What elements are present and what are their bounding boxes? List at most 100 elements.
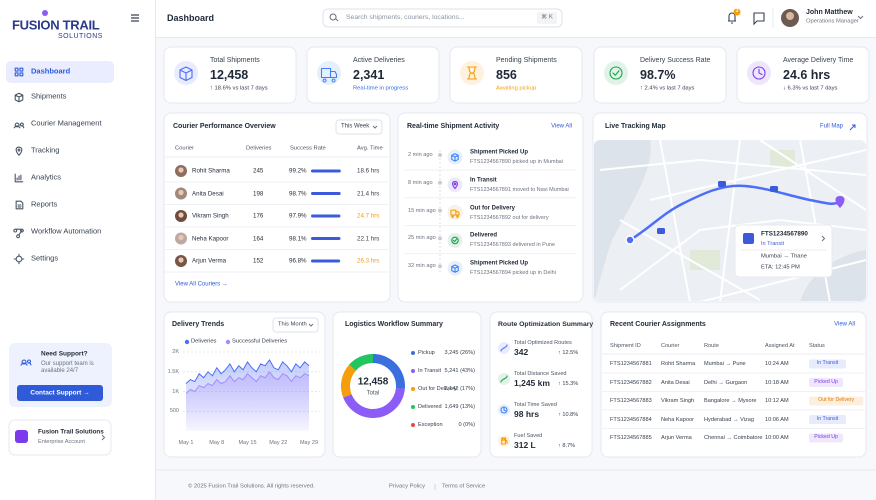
account-plan: Enterprise Account	[38, 438, 85, 445]
icon	[500, 344, 508, 352]
menu-icon[interactable]	[131, 14, 139, 22]
success-rate: 99.2%	[289, 167, 307, 175]
courier-name: Vikram Singh	[192, 212, 229, 220]
nav-item[interactable]: Courier Management	[31, 118, 102, 128]
success-bar	[311, 214, 341, 218]
user-role: Operations Manager	[806, 18, 859, 25]
activity-detail: FTS1234567893 delivered in Pune	[470, 242, 556, 249]
activity-time: 2 min ago	[408, 151, 433, 158]
nav-item[interactable]: Dashboard	[31, 66, 71, 76]
legend-dot	[411, 423, 415, 427]
donut-segment	[343, 388, 405, 418]
link[interactable]: Full Map	[819, 123, 843, 130]
activity-time: 25 min ago	[408, 235, 436, 242]
value-label: 0 (0%)	[458, 421, 475, 428]
kpi-card	[736, 46, 870, 104]
search-box[interactable]	[322, 8, 563, 28]
nav-item[interactable]: Shipments	[31, 91, 67, 101]
cell: Chennai → Coimbatore	[704, 434, 763, 441]
value-label: 5,241 (43%)	[444, 367, 475, 374]
map	[594, 140, 866, 301]
footer-link[interactable]: Terms of Service	[442, 483, 486, 490]
nav-item[interactable]: Tracking	[31, 145, 60, 155]
nav-item[interactable]: Settings	[31, 253, 59, 263]
badge	[733, 8, 741, 16]
courier-name: Anita Desai	[192, 189, 224, 197]
nav-item[interactable]: Reports	[31, 199, 58, 209]
shortcut-box	[537, 12, 557, 24]
bell-icon[interactable]	[728, 12, 736, 24]
account-box[interactable]	[8, 419, 112, 456]
notification-count: 3	[735, 8, 739, 15]
link[interactable]: View All	[834, 321, 855, 328]
courier-name: Rohit Sharma	[192, 167, 230, 175]
success-bar	[311, 169, 341, 173]
dropdown-label: This Month	[278, 321, 307, 328]
kpi-value: 98.7%	[640, 67, 676, 82]
cell: Mumbai → Pune	[704, 360, 746, 367]
success-rate: 96.8%	[289, 257, 307, 265]
cell: FTS1234567884	[610, 416, 652, 423]
column-header: Route	[704, 342, 719, 349]
deliveries: 198	[253, 189, 264, 197]
activity-detail: FTS1234567894 picked up in Delhi	[470, 270, 556, 277]
activity-detail: FTS1234567890 picked up in Mumbai	[470, 158, 563, 165]
account-name: Fusion Trail Solutions	[38, 428, 104, 436]
workflow-card	[332, 311, 482, 458]
map-route	[628, 184, 842, 242]
status-pill	[809, 415, 846, 424]
courier-avatar-face	[178, 234, 184, 241]
column-header: Courier	[661, 342, 680, 349]
link[interactable]: View All Couriers →	[175, 281, 228, 288]
page-title: Dashboard	[167, 12, 215, 23]
cell: Arjun Verma	[661, 434, 692, 441]
activity-time: 32 min ago	[408, 262, 436, 269]
route-card	[489, 311, 593, 458]
success-bar	[311, 237, 341, 240]
x-tick-label: May 8	[209, 439, 225, 446]
icon	[500, 406, 508, 414]
map-water	[800, 250, 866, 301]
column-header: Avg. Time	[357, 145, 383, 152]
kpi-label: Average Delivery Time	[783, 56, 854, 64]
icon	[500, 375, 508, 383]
avg-time: 21.4 hrs	[357, 189, 380, 197]
map-road	[649, 149, 866, 201]
support-button-label[interactable]: Contact Support →	[30, 389, 90, 397]
nav-item[interactable]: Analytics	[31, 172, 62, 182]
activity-time: 8 min ago	[408, 179, 433, 186]
map-road	[619, 219, 761, 301]
status-pill	[809, 359, 846, 369]
link[interactable]: View All	[551, 123, 572, 130]
metric-change: ↑ 15.3%	[558, 380, 579, 387]
card-title: Route Optimization Summary	[498, 321, 594, 329]
cell: FTS1234567882	[610, 379, 652, 386]
chat-icon[interactable]	[753, 12, 765, 26]
donut-center-value: 12,458	[357, 376, 389, 388]
kpi-card	[593, 46, 727, 104]
legend-label: Successful Deliveries	[232, 338, 288, 345]
map-road	[599, 158, 866, 176]
sidebar	[0, 0, 155, 500]
column-header: Assigned At	[765, 342, 795, 349]
legend-dot	[411, 405, 415, 409]
value-label: 1,649 (13%)	[444, 403, 475, 410]
donut-segment	[373, 354, 405, 389]
nav-item[interactable]: Workflow Automation	[31, 226, 102, 236]
dropdown[interactable]	[335, 119, 383, 135]
map-road	[699, 259, 866, 301]
metric-value: 1,245 km	[514, 378, 550, 389]
legend-label: Out for Delivery	[418, 385, 457, 392]
activity-detail: FTS1234567892 out for delivery	[470, 214, 549, 221]
kpi-value: 856	[496, 67, 517, 82]
footer-link[interactable]: Privacy Policy	[389, 483, 426, 490]
dropdown[interactable]	[272, 317, 319, 333]
kpi-value: 12,458	[210, 67, 249, 82]
support-button[interactable]	[17, 385, 103, 401]
support-title: Need Support?	[41, 350, 88, 358]
expand-icon	[849, 124, 856, 131]
legend-label: Pickup	[418, 349, 435, 356]
logo-mark	[42, 10, 48, 16]
y-tick-label: 1K	[172, 388, 179, 395]
cell: 10:00 AM	[765, 434, 789, 441]
